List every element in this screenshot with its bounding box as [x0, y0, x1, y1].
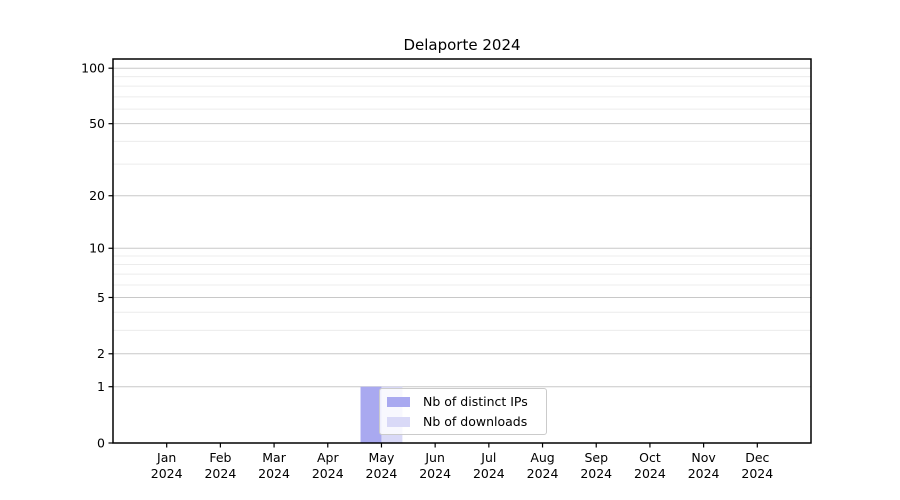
y-tick-label: 5 [97, 290, 105, 305]
x-tick-label: Jun 2024 [419, 450, 451, 481]
legend-item-distinct-ips: Nb of distinct IPs [387, 394, 538, 409]
axes-frame [112, 58, 812, 444]
legend: Nb of distinct IPs Nb of downloads [379, 388, 547, 435]
chart-title: Delaporte 2024 [403, 36, 521, 54]
legend-swatch-distinct-ips-icon [387, 396, 410, 407]
y-tick-label: 20 [89, 188, 105, 203]
y-tick-label: 100 [81, 60, 105, 75]
x-tick-label: Oct 2024 [634, 450, 666, 481]
y-tick-label: 1 [97, 379, 105, 394]
y-tick-label: 50 [89, 116, 105, 131]
x-tick-label: Feb 2024 [204, 450, 236, 481]
x-tick-label: May 2024 [366, 450, 398, 481]
x-tick-label: Mar 2024 [258, 450, 290, 481]
x-tick-label: Jan 2024 [151, 450, 183, 481]
x-tick-label: Aug 2024 [527, 450, 559, 481]
legend-swatch-downloads-icon [387, 416, 410, 427]
y-tick-label: 2 [97, 346, 105, 361]
legend-label-distinct-ips: Nb of distinct IPs [423, 394, 528, 409]
x-tick-label: Apr 2024 [312, 450, 344, 481]
x-tick-label: Jul 2024 [473, 450, 505, 481]
y-tick-label: 0 [97, 435, 105, 450]
y-tick-label: 10 [89, 241, 105, 256]
legend-item-downloads: Nb of downloads [387, 414, 538, 429]
x-tick-label: Dec 2024 [741, 450, 773, 481]
x-tick-label: Sep 2024 [580, 450, 612, 481]
legend-label-downloads: Nb of downloads [423, 414, 528, 429]
bar-distinct-ips-may [360, 386, 382, 443]
x-tick-label: Nov 2024 [688, 450, 720, 481]
